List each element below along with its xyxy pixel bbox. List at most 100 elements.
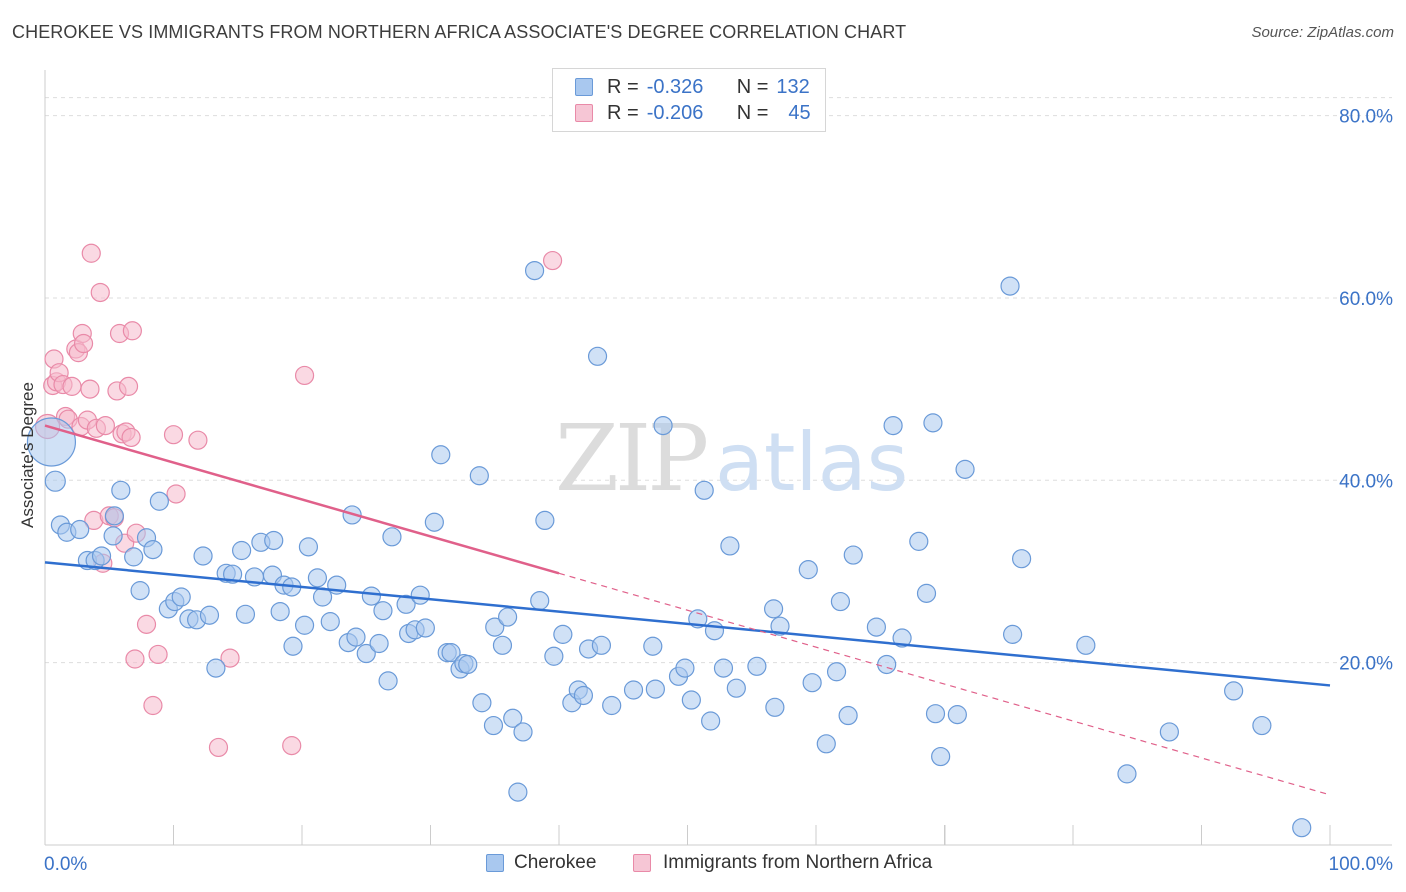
data-point-immigrants — [220, 648, 240, 668]
data-point-cherokee — [573, 685, 594, 706]
data-point-immigrants — [125, 649, 145, 669]
data-point-immigrants — [136, 614, 157, 634]
data-point-cherokee — [111, 480, 131, 500]
legend-label-immigrants: Immigrants from Northern Africa — [663, 852, 933, 873]
data-point-immigrants — [90, 282, 110, 303]
data-point-cherokee — [508, 782, 528, 802]
legend-swatch-blue — [575, 78, 593, 96]
data-point-cherokee — [373, 601, 393, 621]
data-point-cherokee — [1117, 764, 1137, 784]
legend-r-label: R = — [607, 101, 639, 124]
data-point-cherokee — [802, 673, 822, 693]
data-point-immigrants — [122, 321, 142, 341]
data-point-immigrants — [148, 644, 168, 665]
data-point-cherokee — [1003, 624, 1023, 644]
data-point-cherokee — [720, 536, 740, 556]
data-point-cherokee — [44, 470, 66, 492]
data-point-cherokee — [798, 560, 818, 580]
data-point-immigrants — [188, 430, 208, 450]
data-point-cherokee — [763, 599, 784, 619]
source-label: Source: ZipAtlas.com — [1251, 24, 1394, 41]
data-point-immigrants — [80, 379, 100, 399]
data-point-cherokee — [925, 704, 946, 724]
data-point-cherokee — [104, 506, 124, 526]
legend-swatch-immigrants — [633, 854, 651, 872]
data-point-cherokee — [681, 690, 701, 710]
data-point-cherokee — [1000, 276, 1020, 296]
legend-label-cherokee: Cherokee — [514, 852, 597, 873]
data-point-cherokee — [485, 617, 505, 637]
data-point-cherokee — [431, 445, 451, 465]
data-point-cherokee — [91, 546, 112, 566]
data-point-cherokee — [643, 636, 663, 656]
data-point-cherokee — [544, 646, 564, 666]
data-point-cherokee — [916, 583, 937, 603]
data-point-cherokee — [1011, 549, 1032, 569]
data-point-cherokee — [955, 459, 975, 479]
chart-title: CHEROKEE VS IMMIGRANTS FROM NORTHERN AFR… — [12, 22, 907, 42]
data-point-cherokee — [843, 545, 863, 565]
data-point-cherokee — [469, 466, 489, 486]
data-point-cherokee — [149, 491, 169, 511]
data-point-cherokee — [1224, 681, 1244, 701]
data-point-cherokee — [530, 591, 550, 611]
data-point-cherokee — [483, 715, 504, 736]
data-point-cherokee — [283, 636, 303, 656]
data-point-cherokee — [294, 615, 315, 635]
y-axis-label: Associate's Degree — [18, 382, 37, 528]
legend-item-cherokee: Cherokee — [486, 852, 596, 874]
data-point-cherokee — [103, 526, 123, 546]
data-point-cherokee — [130, 581, 150, 601]
data-point-cherokee — [70, 519, 90, 540]
legend-r-value: -0.206 — [646, 101, 704, 124]
data-point-immigrants — [143, 695, 163, 716]
data-point-cherokee — [770, 616, 790, 636]
legend-n-value: 132 — [776, 75, 810, 98]
data-point-cherokee — [513, 722, 533, 742]
data-point-cherokee — [492, 635, 513, 655]
data-point-cherokee — [503, 708, 523, 728]
y-tick-label: 60.0% — [1339, 289, 1393, 310]
data-point-cherokee — [826, 662, 847, 682]
data-point-cherokee — [171, 587, 191, 607]
data-point-cherokee — [747, 656, 767, 676]
data-point-cherokee — [765, 697, 785, 717]
data-point-cherokee — [307, 568, 328, 588]
data-point-cherokee — [1159, 722, 1179, 742]
data-point-cherokee — [866, 617, 886, 637]
data-point-cherokee — [378, 671, 398, 691]
data-point-cherokee — [883, 415, 903, 436]
data-point-cherokee — [653, 415, 673, 436]
legend-r-label: R = — [607, 75, 639, 98]
data-point-cherokee — [369, 633, 389, 654]
legend-item-immigrants: Immigrants from Northern Africa — [633, 852, 932, 874]
trend-line-immigrants — [44, 424, 560, 575]
data-point-cherokee — [877, 654, 897, 675]
data-point-cherokee — [415, 618, 435, 638]
data-point-cherokee — [726, 678, 746, 698]
watermark: ZIP atlas — [555, 405, 908, 512]
data-point-immigrants — [62, 376, 82, 396]
data-point-cherokee — [645, 679, 665, 699]
data-point-cherokee — [553, 624, 573, 644]
data-point-immigrants — [81, 243, 101, 263]
data-point-cherokee — [675, 658, 695, 678]
legend-swatch-pink — [575, 104, 593, 122]
data-point-cherokee — [441, 643, 461, 663]
legend-r-value: -0.326 — [646, 75, 704, 98]
data-point-cherokee — [838, 705, 858, 726]
data-point-cherokee — [143, 539, 163, 560]
data-point-cherokee — [270, 601, 290, 622]
trend-lines — [44, 424, 1331, 796]
data-point-immigrants — [208, 737, 229, 758]
data-point-cherokee — [410, 585, 430, 605]
legend-n-value: 45 — [788, 101, 811, 124]
data-point-immigrants — [163, 425, 184, 445]
data-point-immigrants — [166, 484, 186, 504]
tick-labels: 20.0% 40.0% 60.0% 80.0% 0.0% 100.0% — [44, 107, 1393, 875]
data-point-cherokee — [602, 695, 622, 716]
data-point-immigrants — [73, 333, 94, 354]
data-point-immigrants — [294, 365, 315, 386]
data-point-cherokee — [199, 605, 220, 625]
